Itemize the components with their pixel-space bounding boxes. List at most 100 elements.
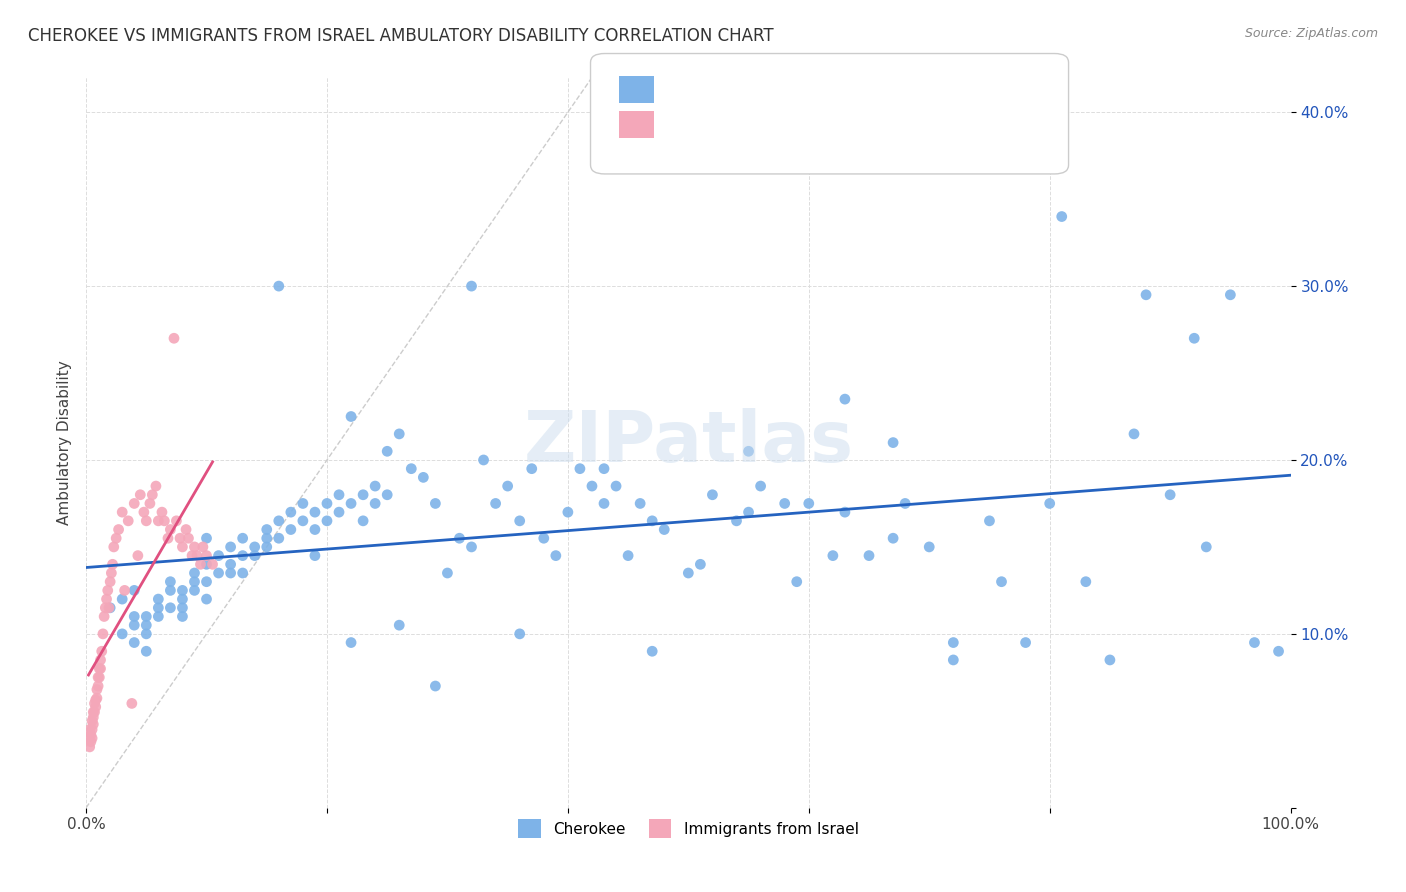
Point <box>990 574 1012 589</box>
Point <box>191 540 214 554</box>
Point <box>172 609 194 624</box>
Point <box>105 531 128 545</box>
Point <box>86 691 108 706</box>
Point <box>979 514 1001 528</box>
Point <box>132 505 155 519</box>
Point <box>159 600 181 615</box>
Point <box>122 496 145 510</box>
Point <box>150 505 173 519</box>
Point <box>436 566 458 580</box>
Point <box>689 558 711 572</box>
Point <box>195 558 218 572</box>
Point <box>1135 287 1157 301</box>
Point <box>114 583 136 598</box>
Point <box>340 635 363 649</box>
Point <box>328 505 350 519</box>
Text: 0.508: 0.508 <box>724 114 772 132</box>
Point <box>737 444 759 458</box>
Point <box>352 488 374 502</box>
Point <box>834 505 856 519</box>
Point <box>557 505 579 519</box>
Point <box>89 662 111 676</box>
Point <box>460 540 482 554</box>
Point <box>80 714 103 728</box>
Point <box>91 627 114 641</box>
Point <box>918 540 941 554</box>
Point <box>267 279 290 293</box>
Point <box>388 618 411 632</box>
Point <box>304 523 326 537</box>
Point <box>195 574 218 589</box>
Point <box>232 566 254 580</box>
Point <box>509 627 531 641</box>
Point <box>593 496 616 510</box>
Point <box>207 566 229 580</box>
Point <box>87 679 110 693</box>
Point <box>460 279 482 293</box>
Point <box>328 488 350 502</box>
Point <box>267 514 290 528</box>
Point <box>316 514 339 528</box>
Point <box>256 531 278 545</box>
Point <box>412 470 434 484</box>
Point <box>129 488 152 502</box>
Point <box>201 558 224 572</box>
Point <box>195 531 218 545</box>
Legend: Cherokee, Immigrants from Israel: Cherokee, Immigrants from Israel <box>512 814 865 844</box>
Point <box>858 549 880 563</box>
Point <box>169 531 191 545</box>
Point <box>304 505 326 519</box>
Point <box>183 583 205 598</box>
Text: R =: R = <box>668 114 699 132</box>
Point <box>942 653 965 667</box>
Point <box>145 479 167 493</box>
Point <box>135 627 157 641</box>
Point <box>101 558 124 572</box>
Point <box>97 583 120 598</box>
Point <box>652 523 675 537</box>
Point <box>159 523 181 537</box>
Point <box>139 496 162 510</box>
Point <box>628 496 651 510</box>
Point <box>183 566 205 580</box>
Point <box>122 609 145 624</box>
Point <box>678 566 700 580</box>
Point <box>375 444 398 458</box>
Point <box>520 461 543 475</box>
Point <box>86 682 108 697</box>
Point <box>103 540 125 554</box>
Point <box>89 670 111 684</box>
Point <box>1098 653 1121 667</box>
Text: 128: 128 <box>865 78 897 96</box>
Point <box>291 514 314 528</box>
Point <box>219 540 242 554</box>
Point <box>243 549 266 563</box>
Point <box>159 583 181 598</box>
Point <box>79 723 101 737</box>
Point <box>148 514 170 528</box>
Point <box>141 488 163 502</box>
Point <box>80 731 103 746</box>
Point <box>90 644 112 658</box>
Point <box>425 496 447 510</box>
Point <box>1074 574 1097 589</box>
Point <box>232 549 254 563</box>
Point <box>111 592 134 607</box>
Point <box>111 627 134 641</box>
Point <box>617 549 640 563</box>
Point <box>291 496 314 510</box>
Point <box>96 592 118 607</box>
Point <box>80 723 103 737</box>
Point <box>1014 635 1036 649</box>
Point <box>122 618 145 632</box>
Text: N =: N = <box>808 114 839 132</box>
Point <box>1243 635 1265 649</box>
Point <box>89 653 111 667</box>
Point <box>135 644 157 658</box>
Point <box>195 592 218 607</box>
Point <box>122 635 145 649</box>
Point <box>388 426 411 441</box>
Text: N =: N = <box>808 78 839 96</box>
Text: ZIPatlas: ZIPatlas <box>523 409 853 477</box>
Text: R =: R = <box>668 78 699 96</box>
